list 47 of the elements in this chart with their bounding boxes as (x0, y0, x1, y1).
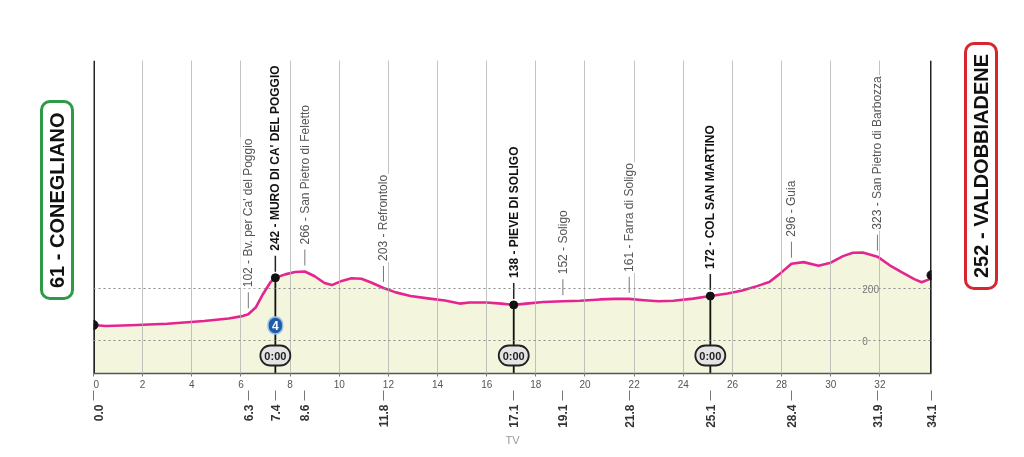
x-tick-label: 26 (726, 378, 739, 390)
annotation: 323 - San Pietro di Barbozza (870, 75, 885, 230)
x-tick-label: 16 (481, 378, 493, 390)
x-tick-label: 14 (431, 378, 444, 390)
annotation: 161 - Farra di Soligo (622, 162, 637, 272)
x-tick-label: 6 (238, 378, 245, 390)
x2-tick-label: 17.1 (507, 404, 522, 428)
x-tick-label: 10 (333, 378, 346, 390)
x2-tick-label: 28.4 (784, 404, 799, 428)
annotation: 252 - VALDOBBIADENE (964, 41, 998, 290)
annotation: 242 - MURO DI CA' DEL POGGIO (268, 65, 283, 251)
x-tick-label: 8 (287, 378, 294, 390)
x-tick-label: 22 (628, 378, 641, 390)
annotation: 152 - Soligo (555, 209, 570, 275)
x-tick-label: 12 (382, 378, 395, 390)
annotation: 4 (272, 319, 280, 333)
y-tick-label: 200 (862, 283, 880, 295)
annotation: 296 - Guia (784, 180, 799, 237)
x2-tick-label: 11.8 (376, 404, 391, 428)
annotation: 172 - COL SAN MARTINO (703, 125, 718, 270)
x2-tick-label: 34.1 (925, 404, 939, 428)
x-tick-label: 20 (579, 378, 591, 390)
x-tick-label: 32 (874, 378, 886, 390)
text: TV (505, 433, 521, 446)
annotation: 0:00 (502, 349, 525, 362)
annotation: 203 - Refrontolo (376, 174, 391, 261)
x2-tick-label: 31.9 (870, 404, 885, 428)
x2-tick-label: 8.6 (298, 404, 313, 422)
annotation: 102 - Bv. per Ca' del Poggio (241, 138, 256, 288)
x2-tick-label: 0.0 (91, 404, 106, 422)
annotation: 0:00 (264, 349, 287, 362)
x2-tick-label: 19.1 (556, 404, 571, 428)
x2-tick-label: 7.4 (268, 404, 283, 422)
x-tick-label: 4 (189, 378, 196, 390)
x-tick-label: 30 (825, 378, 837, 390)
annotation: 61 - CONEGLIANO (40, 100, 74, 300)
x2-tick-label: 25.1 (703, 404, 718, 428)
annotation: 0:00 (699, 349, 722, 362)
x2-tick-label: 21.8 (622, 404, 637, 428)
x-tick-label: 0 (93, 378, 100, 390)
x2-tick-label: 6.3 (241, 404, 256, 422)
annotation: 266 - San Pietro di Feletto (297, 104, 312, 245)
x-tick-label: 24 (677, 378, 690, 390)
annotation: 138 - PIEVE DI SOLIGO (506, 146, 521, 278)
x-tick-label: 2 (139, 378, 146, 390)
x-tick-label: 18 (530, 378, 542, 390)
x-tick-label: 28 (776, 378, 788, 390)
